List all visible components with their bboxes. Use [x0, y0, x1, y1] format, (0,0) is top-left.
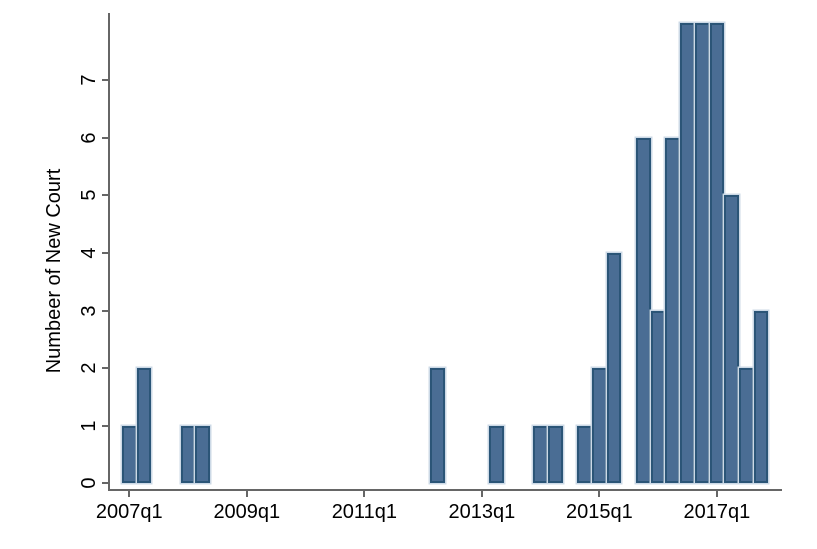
y-axis-line [107, 13, 110, 490]
y-tick-label: 4 [77, 247, 100, 259]
y-tick [101, 367, 109, 370]
x-tick [128, 490, 131, 497]
bar [606, 252, 622, 484]
bar [709, 22, 725, 484]
x-axis-line [107, 489, 782, 491]
bar [121, 425, 137, 484]
x-tick-label: 2017q1 [683, 501, 751, 523]
y-tick-label: 7 [77, 74, 100, 86]
y-tick-label: 2 [77, 362, 100, 374]
bar [694, 22, 710, 484]
bar [136, 368, 152, 484]
y-tick [101, 482, 109, 485]
x-tick [363, 490, 366, 497]
x-tick-label: 2011q1 [331, 501, 397, 523]
y-tick [101, 194, 109, 197]
bar [592, 368, 607, 484]
y-axis-title: Numbeer of New Court [42, 168, 65, 374]
x-tick [480, 490, 483, 497]
y-tick-label: 1 [77, 420, 100, 432]
y-tick [101, 424, 109, 427]
bar [724, 195, 739, 484]
bar [577, 425, 593, 484]
x-tick [598, 490, 601, 497]
bar [195, 425, 211, 484]
y-tick-label: 6 [77, 132, 100, 144]
bar [180, 425, 196, 484]
x-tick-label: 2015q1 [566, 501, 633, 523]
x-tick [245, 490, 248, 497]
bar [489, 425, 504, 484]
x-tick-label: 2007q1 [95, 501, 163, 523]
bar [753, 310, 769, 484]
bar [650, 310, 666, 484]
bar [547, 425, 563, 484]
bar [430, 368, 446, 484]
bar [636, 137, 651, 484]
y-tick [101, 136, 109, 139]
y-tick-label: 3 [77, 304, 100, 317]
x-tick [715, 490, 718, 497]
bar [738, 368, 754, 484]
y-tick [101, 309, 109, 312]
bar [680, 22, 695, 484]
y-tick [101, 251, 109, 254]
y-tick [101, 79, 109, 82]
bar [665, 137, 681, 484]
x-tick-label: 2013q1 [448, 501, 516, 523]
x-tick-label: 2009q1 [213, 501, 281, 523]
y-tick-label: 0 [77, 477, 100, 489]
y-tick-label: 5 [77, 189, 100, 201]
bar [533, 425, 548, 484]
